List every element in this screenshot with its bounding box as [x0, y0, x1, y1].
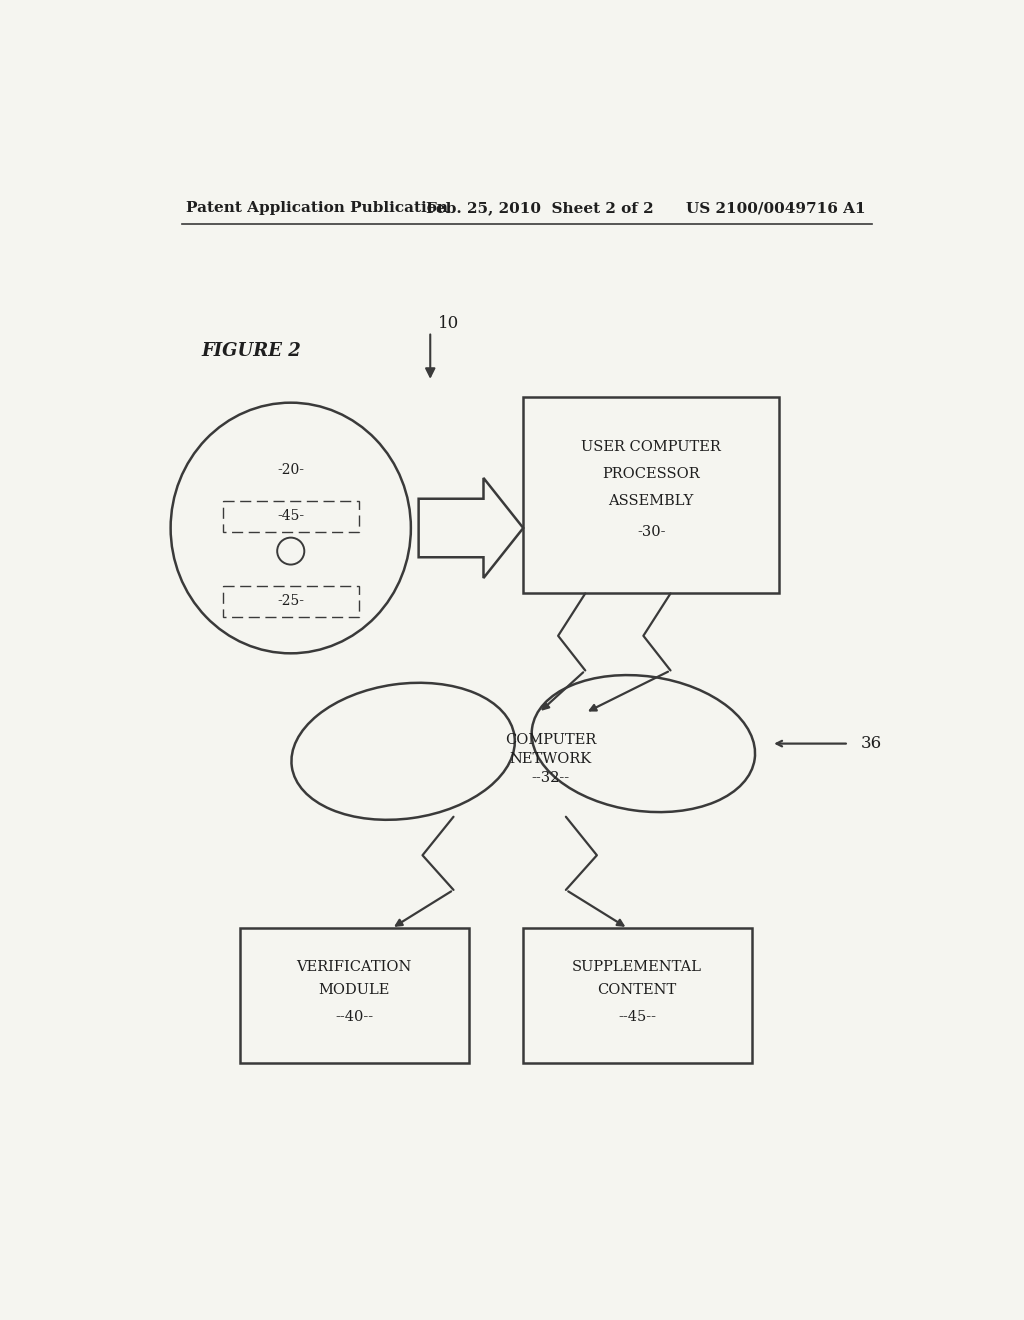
Bar: [523, 397, 779, 594]
Text: SUPPLEMENTAL: SUPPLEMENTAL: [572, 960, 702, 974]
Text: Feb. 25, 2010  Sheet 2 of 2: Feb. 25, 2010 Sheet 2 of 2: [426, 202, 654, 215]
Text: --32--: --32--: [531, 771, 569, 785]
Bar: [523, 928, 752, 1063]
Text: VERIFICATION: VERIFICATION: [297, 960, 412, 974]
Text: 10: 10: [438, 315, 459, 333]
Text: USER COMPUTER: USER COMPUTER: [582, 440, 721, 454]
Text: CONTENT: CONTENT: [598, 983, 677, 997]
Text: -30-: -30-: [637, 525, 666, 539]
Text: 36: 36: [860, 735, 882, 752]
Text: MODULE: MODULE: [318, 983, 390, 997]
Text: NETWORK: NETWORK: [509, 752, 592, 766]
Text: COMPUTER: COMPUTER: [505, 733, 596, 747]
Text: -25-: -25-: [278, 594, 304, 609]
Text: --45--: --45--: [618, 1010, 656, 1024]
Text: Patent Application Publication: Patent Application Publication: [186, 202, 449, 215]
Text: --40--: --40--: [335, 1010, 374, 1024]
Text: PROCESSOR: PROCESSOR: [602, 467, 700, 480]
Bar: [223, 502, 359, 532]
Text: US 2100/0049716 A1: US 2100/0049716 A1: [686, 202, 865, 215]
Text: ASSEMBLY: ASSEMBLY: [608, 494, 694, 508]
Bar: [241, 928, 469, 1063]
Text: FIGURE 2: FIGURE 2: [202, 342, 301, 360]
Text: -45-: -45-: [278, 510, 304, 524]
Text: -20-: -20-: [278, 463, 304, 478]
Bar: [223, 586, 359, 616]
